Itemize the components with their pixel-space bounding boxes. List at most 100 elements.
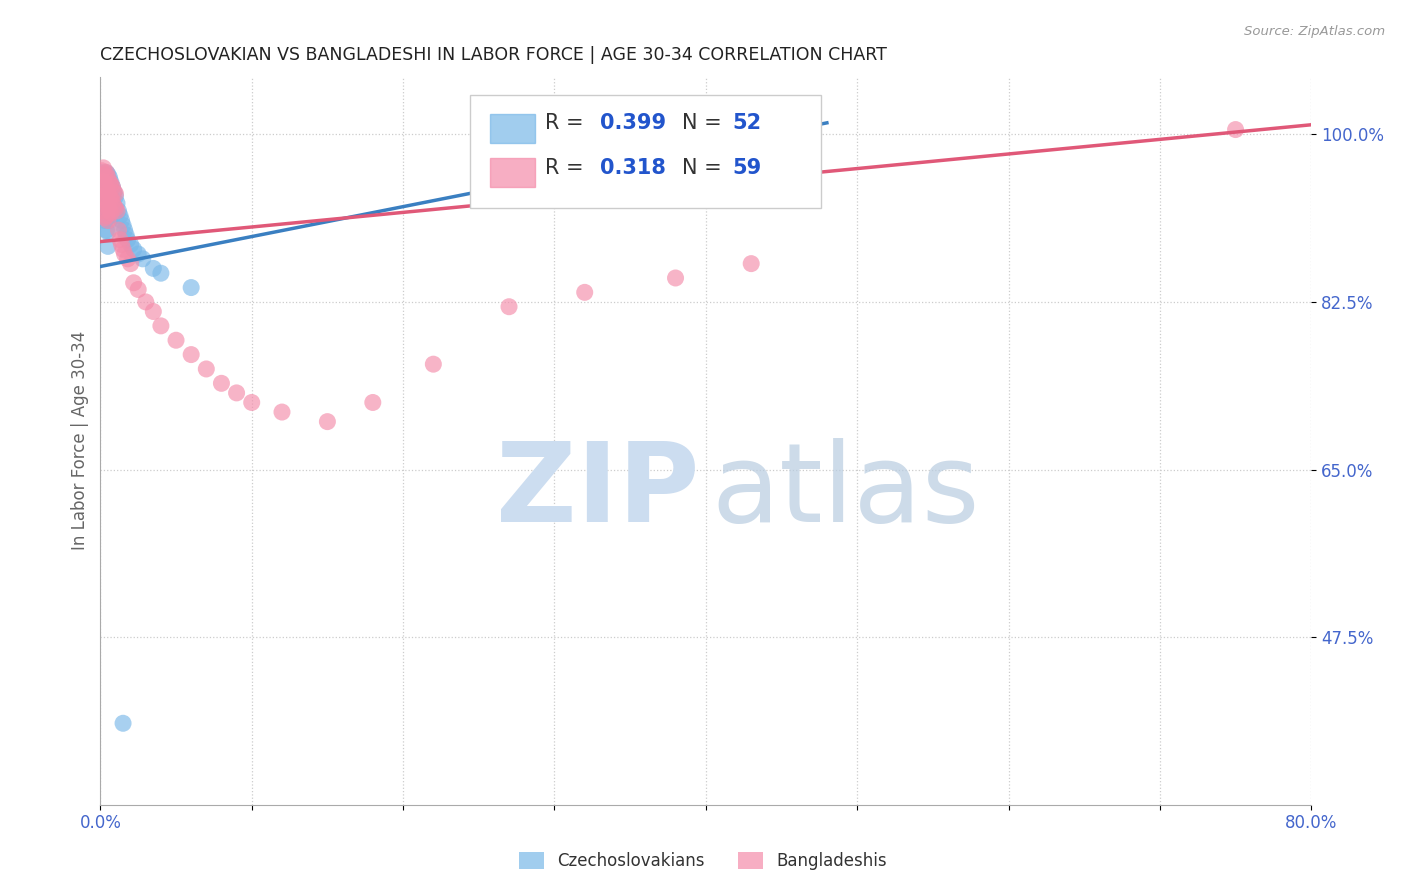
Point	[93, 211, 115, 225]
Point	[117, 252, 139, 266]
Point	[96, 209, 118, 223]
Point	[120, 257, 142, 271]
Text: R =: R =	[544, 158, 591, 178]
Point	[97, 199, 120, 213]
Point	[94, 196, 117, 211]
Point	[271, 405, 294, 419]
Point	[94, 199, 117, 213]
Point	[97, 211, 120, 225]
Point	[108, 233, 131, 247]
Point	[96, 180, 118, 194]
Point	[98, 189, 121, 203]
Point	[209, 376, 232, 391]
Text: R =: R =	[544, 112, 591, 133]
Point	[110, 213, 132, 227]
Text: 0.399: 0.399	[600, 112, 666, 133]
Point	[127, 247, 149, 261]
Point	[149, 266, 172, 280]
Point	[498, 300, 520, 314]
Point	[100, 175, 122, 189]
Text: CZECHOSLOVAKIAN VS BANGLADESHI IN LABOR FORCE | AGE 30-34 CORRELATION CHART: CZECHOSLOVAKIAN VS BANGLADESHI IN LABOR …	[100, 46, 887, 64]
Point	[90, 166, 112, 180]
Point	[97, 196, 120, 211]
Point	[105, 203, 128, 218]
Point	[97, 239, 120, 253]
Point	[740, 257, 762, 271]
Point	[93, 196, 115, 211]
Point	[90, 163, 112, 178]
Point	[98, 213, 121, 227]
Point	[101, 194, 124, 209]
Point	[94, 168, 117, 182]
Point	[240, 395, 263, 409]
Y-axis label: In Labor Force | Age 30-34: In Labor Force | Age 30-34	[72, 331, 89, 550]
Point	[107, 223, 129, 237]
Point	[664, 271, 686, 285]
Point	[105, 196, 128, 211]
Point	[149, 318, 172, 333]
Point	[108, 209, 131, 223]
Point	[98, 199, 121, 213]
FancyBboxPatch shape	[491, 114, 536, 143]
Point	[132, 252, 155, 266]
Text: N =: N =	[682, 158, 728, 178]
FancyBboxPatch shape	[491, 158, 536, 186]
Point	[98, 170, 121, 185]
Point	[112, 716, 135, 731]
Point	[90, 178, 112, 193]
Text: ZIP: ZIP	[496, 438, 700, 545]
Point	[103, 199, 125, 213]
Point	[117, 233, 139, 247]
Point	[96, 194, 118, 209]
Legend: Czechoslovakians, Bangladeshis: Czechoslovakians, Bangladeshis	[512, 845, 894, 877]
Point	[110, 237, 132, 252]
Text: Source: ZipAtlas.com: Source: ZipAtlas.com	[1244, 25, 1385, 38]
Point	[574, 285, 596, 300]
FancyBboxPatch shape	[470, 95, 821, 208]
Point	[93, 175, 115, 189]
Point	[90, 193, 112, 207]
Point	[90, 180, 112, 194]
Point	[98, 175, 121, 189]
Point	[1225, 122, 1247, 136]
Point	[96, 209, 118, 223]
Text: 0.318: 0.318	[600, 158, 666, 178]
Point	[165, 333, 187, 347]
Point	[100, 189, 122, 203]
Point	[94, 213, 117, 227]
Point	[112, 242, 135, 256]
Point	[93, 182, 115, 196]
Point	[94, 185, 117, 199]
Point	[97, 225, 120, 239]
Point	[114, 223, 136, 237]
Point	[180, 348, 202, 362]
Point	[96, 223, 118, 237]
Point	[142, 304, 165, 318]
Point	[112, 219, 135, 233]
Point	[114, 247, 136, 261]
Point	[93, 203, 115, 218]
Point	[97, 213, 120, 227]
Point	[100, 203, 122, 218]
Point	[100, 177, 122, 191]
Point	[94, 182, 117, 196]
Point	[115, 227, 138, 242]
Point	[122, 242, 145, 256]
Point	[104, 186, 127, 201]
Point	[94, 211, 117, 225]
Point	[142, 261, 165, 276]
Point	[97, 168, 120, 182]
Point	[97, 185, 120, 199]
Point	[107, 203, 129, 218]
Text: 52: 52	[733, 112, 762, 133]
Point	[103, 199, 125, 213]
Point	[135, 294, 157, 309]
Point	[93, 189, 115, 203]
Text: atlas: atlas	[711, 438, 980, 545]
Point	[96, 180, 118, 194]
Point	[225, 385, 247, 400]
Point	[316, 415, 339, 429]
Point	[100, 192, 122, 206]
Point	[104, 201, 127, 215]
Point	[101, 180, 124, 194]
